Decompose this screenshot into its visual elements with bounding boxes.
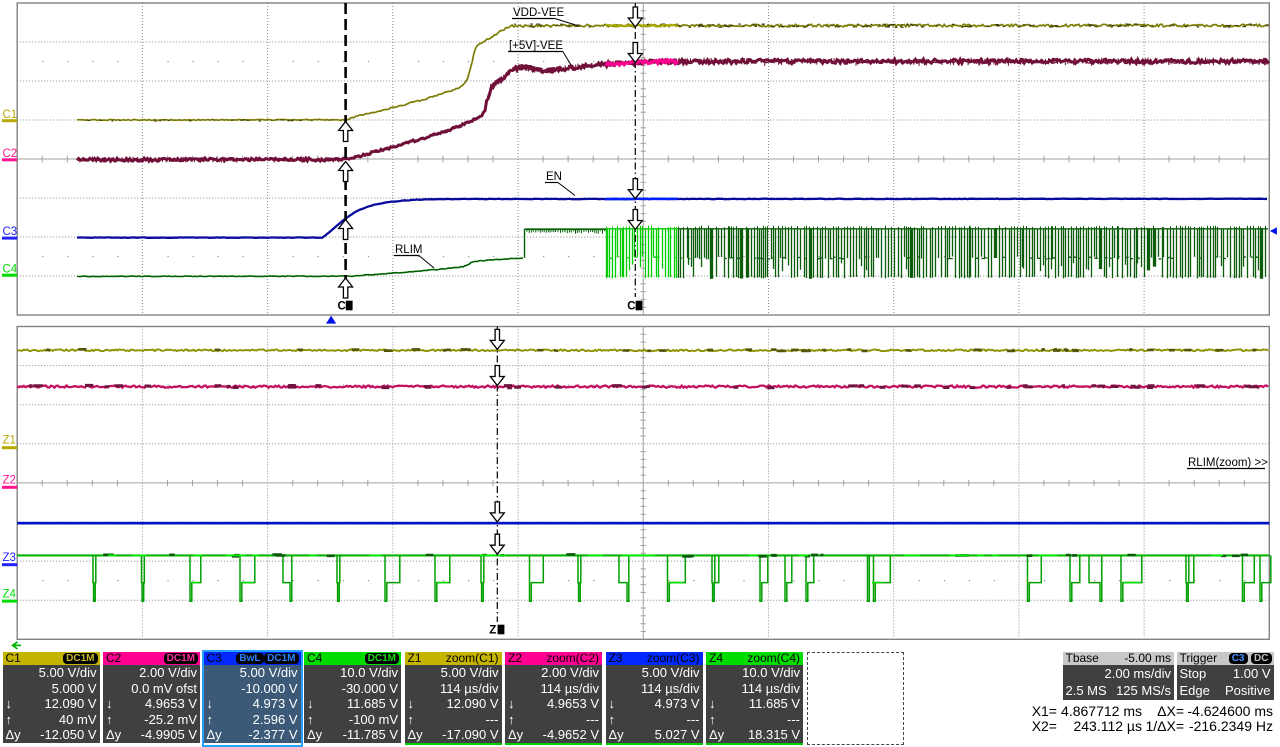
svg-text:Z2: Z2 bbox=[3, 474, 16, 486]
svg-text:C4: C4 bbox=[3, 263, 18, 275]
svg-text:EN: EN bbox=[546, 171, 562, 183]
svg-text:RLIM: RLIM bbox=[395, 244, 422, 256]
svg-text:Z3: Z3 bbox=[3, 552, 16, 564]
svg-text:C: C bbox=[627, 301, 635, 313]
svg-text:Z1: Z1 bbox=[3, 435, 16, 447]
svg-text:Z: Z bbox=[489, 625, 496, 637]
svg-text:C2: C2 bbox=[3, 148, 18, 160]
svg-text:C3: C3 bbox=[3, 226, 18, 238]
svg-text:Z4: Z4 bbox=[3, 588, 17, 600]
svg-text:VDD-VEE: VDD-VEE bbox=[513, 7, 564, 19]
svg-text:C1: C1 bbox=[3, 109, 18, 121]
svg-text:RLIM(zoom) >>: RLIM(zoom) >> bbox=[1188, 457, 1268, 469]
svg-text:C: C bbox=[338, 301, 346, 313]
svg-text:[+5V]-VEE: [+5V]-VEE bbox=[509, 40, 563, 52]
